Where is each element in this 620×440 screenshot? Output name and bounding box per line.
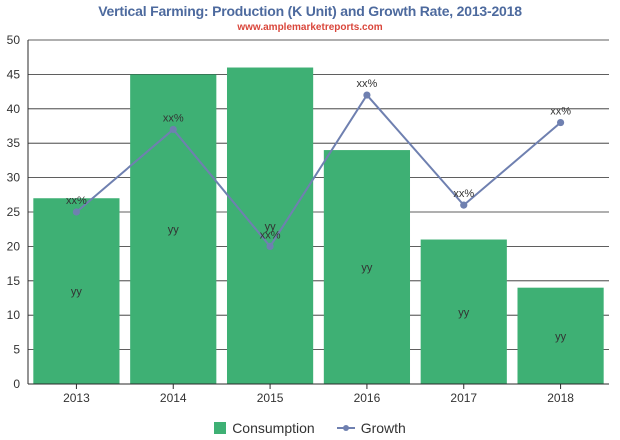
x-tick-label: 2015	[257, 391, 284, 405]
x-tick-label: 2018	[547, 391, 574, 405]
growth-data-label: xx%	[163, 112, 184, 124]
y-tick-label: 5	[13, 343, 20, 357]
bar-data-label: yy	[265, 221, 277, 233]
bar-2013	[33, 198, 120, 384]
y-tick-label: 50	[7, 33, 21, 47]
bar-data-label: yy	[361, 262, 373, 274]
bar-2015	[226, 67, 314, 385]
x-tick-label: 2013	[63, 391, 90, 405]
growth-data-label: xx%	[453, 188, 474, 200]
legend: Consumption Growth	[0, 420, 620, 436]
legend-swatch-growth	[336, 422, 355, 434]
y-tick-label: 40	[7, 102, 21, 116]
y-tick-label: 35	[7, 136, 21, 150]
bar-2017	[420, 239, 507, 384]
x-tick-label: 2017	[450, 391, 477, 405]
bar-label-layer: yy yy yy yy yy yy	[71, 221, 567, 343]
growth-point-2013	[72, 208, 81, 216]
legend-label-consumption: Consumption	[232, 420, 315, 436]
y-tick-label: 0	[13, 377, 20, 391]
legend-swatch-consumption	[214, 422, 227, 434]
bar-2016	[323, 150, 411, 384]
line-layer: xx% xx% xx% xx% xx% xx%	[66, 78, 571, 250]
legend-item-consumption[interactable]: Consumption	[214, 420, 315, 436]
bar-data-label: yy	[555, 331, 567, 343]
bar-data-label: yy	[458, 307, 470, 319]
y-tick-label: 10	[7, 308, 21, 322]
chart-subtitle: www.amplemarketreports.com	[237, 22, 383, 33]
bar-data-label: yy	[168, 224, 180, 236]
growth-data-label: xx%	[357, 78, 378, 90]
y-tick-label: 30	[7, 171, 21, 185]
bar-2018	[517, 287, 604, 384]
x-tick-label: 2016	[354, 391, 381, 405]
y-tick-label: 25	[7, 205, 21, 219]
growth-point-2018	[556, 118, 565, 127]
legend-item-growth[interactable]: Growth	[336, 420, 406, 436]
bar-layer	[33, 67, 604, 385]
y-tick-label: 20	[7, 239, 21, 253]
y-tick-label: 45	[7, 67, 21, 81]
growth-point-2017	[460, 201, 468, 209]
legend-label-growth: Growth	[360, 420, 406, 436]
growth-line	[75, 93, 562, 249]
growth-point-2016	[363, 91, 371, 99]
growth-point-2014	[169, 125, 177, 134]
growth-data-label: xx%	[66, 195, 87, 207]
growth-point-2015	[266, 242, 274, 250]
axis-layer: 0 5 10 15 20 25 30 35 40 45 50 2013 2014 2015 2016 2017…	[7, 33, 609, 405]
growth-data-label: xx%	[260, 229, 281, 241]
x-tick-label: 2014	[160, 391, 187, 405]
chart-title: Vertical Farming: Production (K Unit) an…	[98, 3, 522, 19]
y-tick-label: 15	[7, 274, 21, 288]
growth-data-label: xx%	[550, 106, 571, 118]
bar-data-label: yy	[71, 286, 83, 298]
